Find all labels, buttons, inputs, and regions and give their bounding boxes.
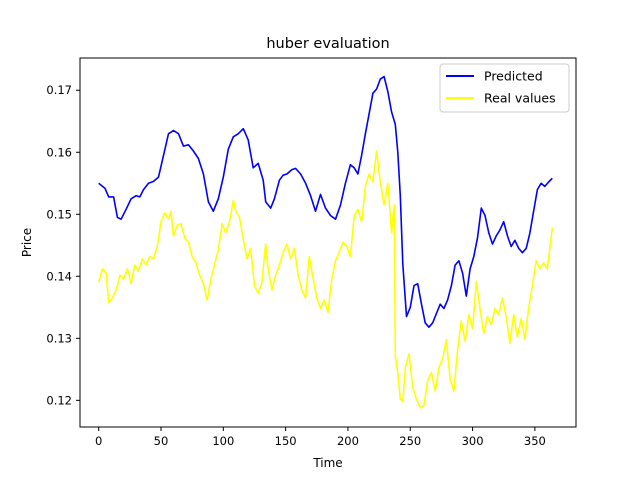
y-tick-label: 0.14: [46, 269, 72, 283]
y-tick-label: 0.15: [46, 207, 72, 221]
y-tick-label: 0.12: [46, 393, 72, 407]
x-tick-label: 0: [95, 434, 102, 448]
x-tick-label: 300: [462, 434, 484, 448]
series-line-1: [97, 150, 554, 409]
x-tick-label: 200: [337, 434, 359, 448]
x-tick-label: 50: [154, 434, 169, 448]
legend: Predicted Real values: [439, 63, 570, 113]
y-tick-label: 0.16: [46, 145, 72, 159]
y-axis-ticks: 0.12 0.13 0.14 0.15 0.16 0.17: [46, 83, 80, 407]
plot-area: [97, 75, 554, 409]
y-axis-label: Price: [20, 228, 34, 257]
x-tick-label: 100: [212, 434, 234, 448]
x-tick-label: 250: [399, 434, 421, 448]
x-axis-label: Time: [312, 456, 342, 470]
x-tick-label: 150: [275, 434, 297, 448]
legend-label: Predicted: [484, 69, 543, 84]
axes-frame: [79, 57, 577, 428]
x-tick-label: 350: [524, 434, 546, 448]
legend-label: Real values: [484, 91, 556, 106]
y-tick-label: 0.17: [46, 83, 72, 97]
x-axis-ticks: 0 50 100 150 200 250 300 350: [95, 427, 546, 448]
y-tick-label: 0.13: [46, 331, 72, 345]
chart-title: huber evaluation: [266, 36, 389, 52]
series-line-0: [98, 75, 553, 328]
